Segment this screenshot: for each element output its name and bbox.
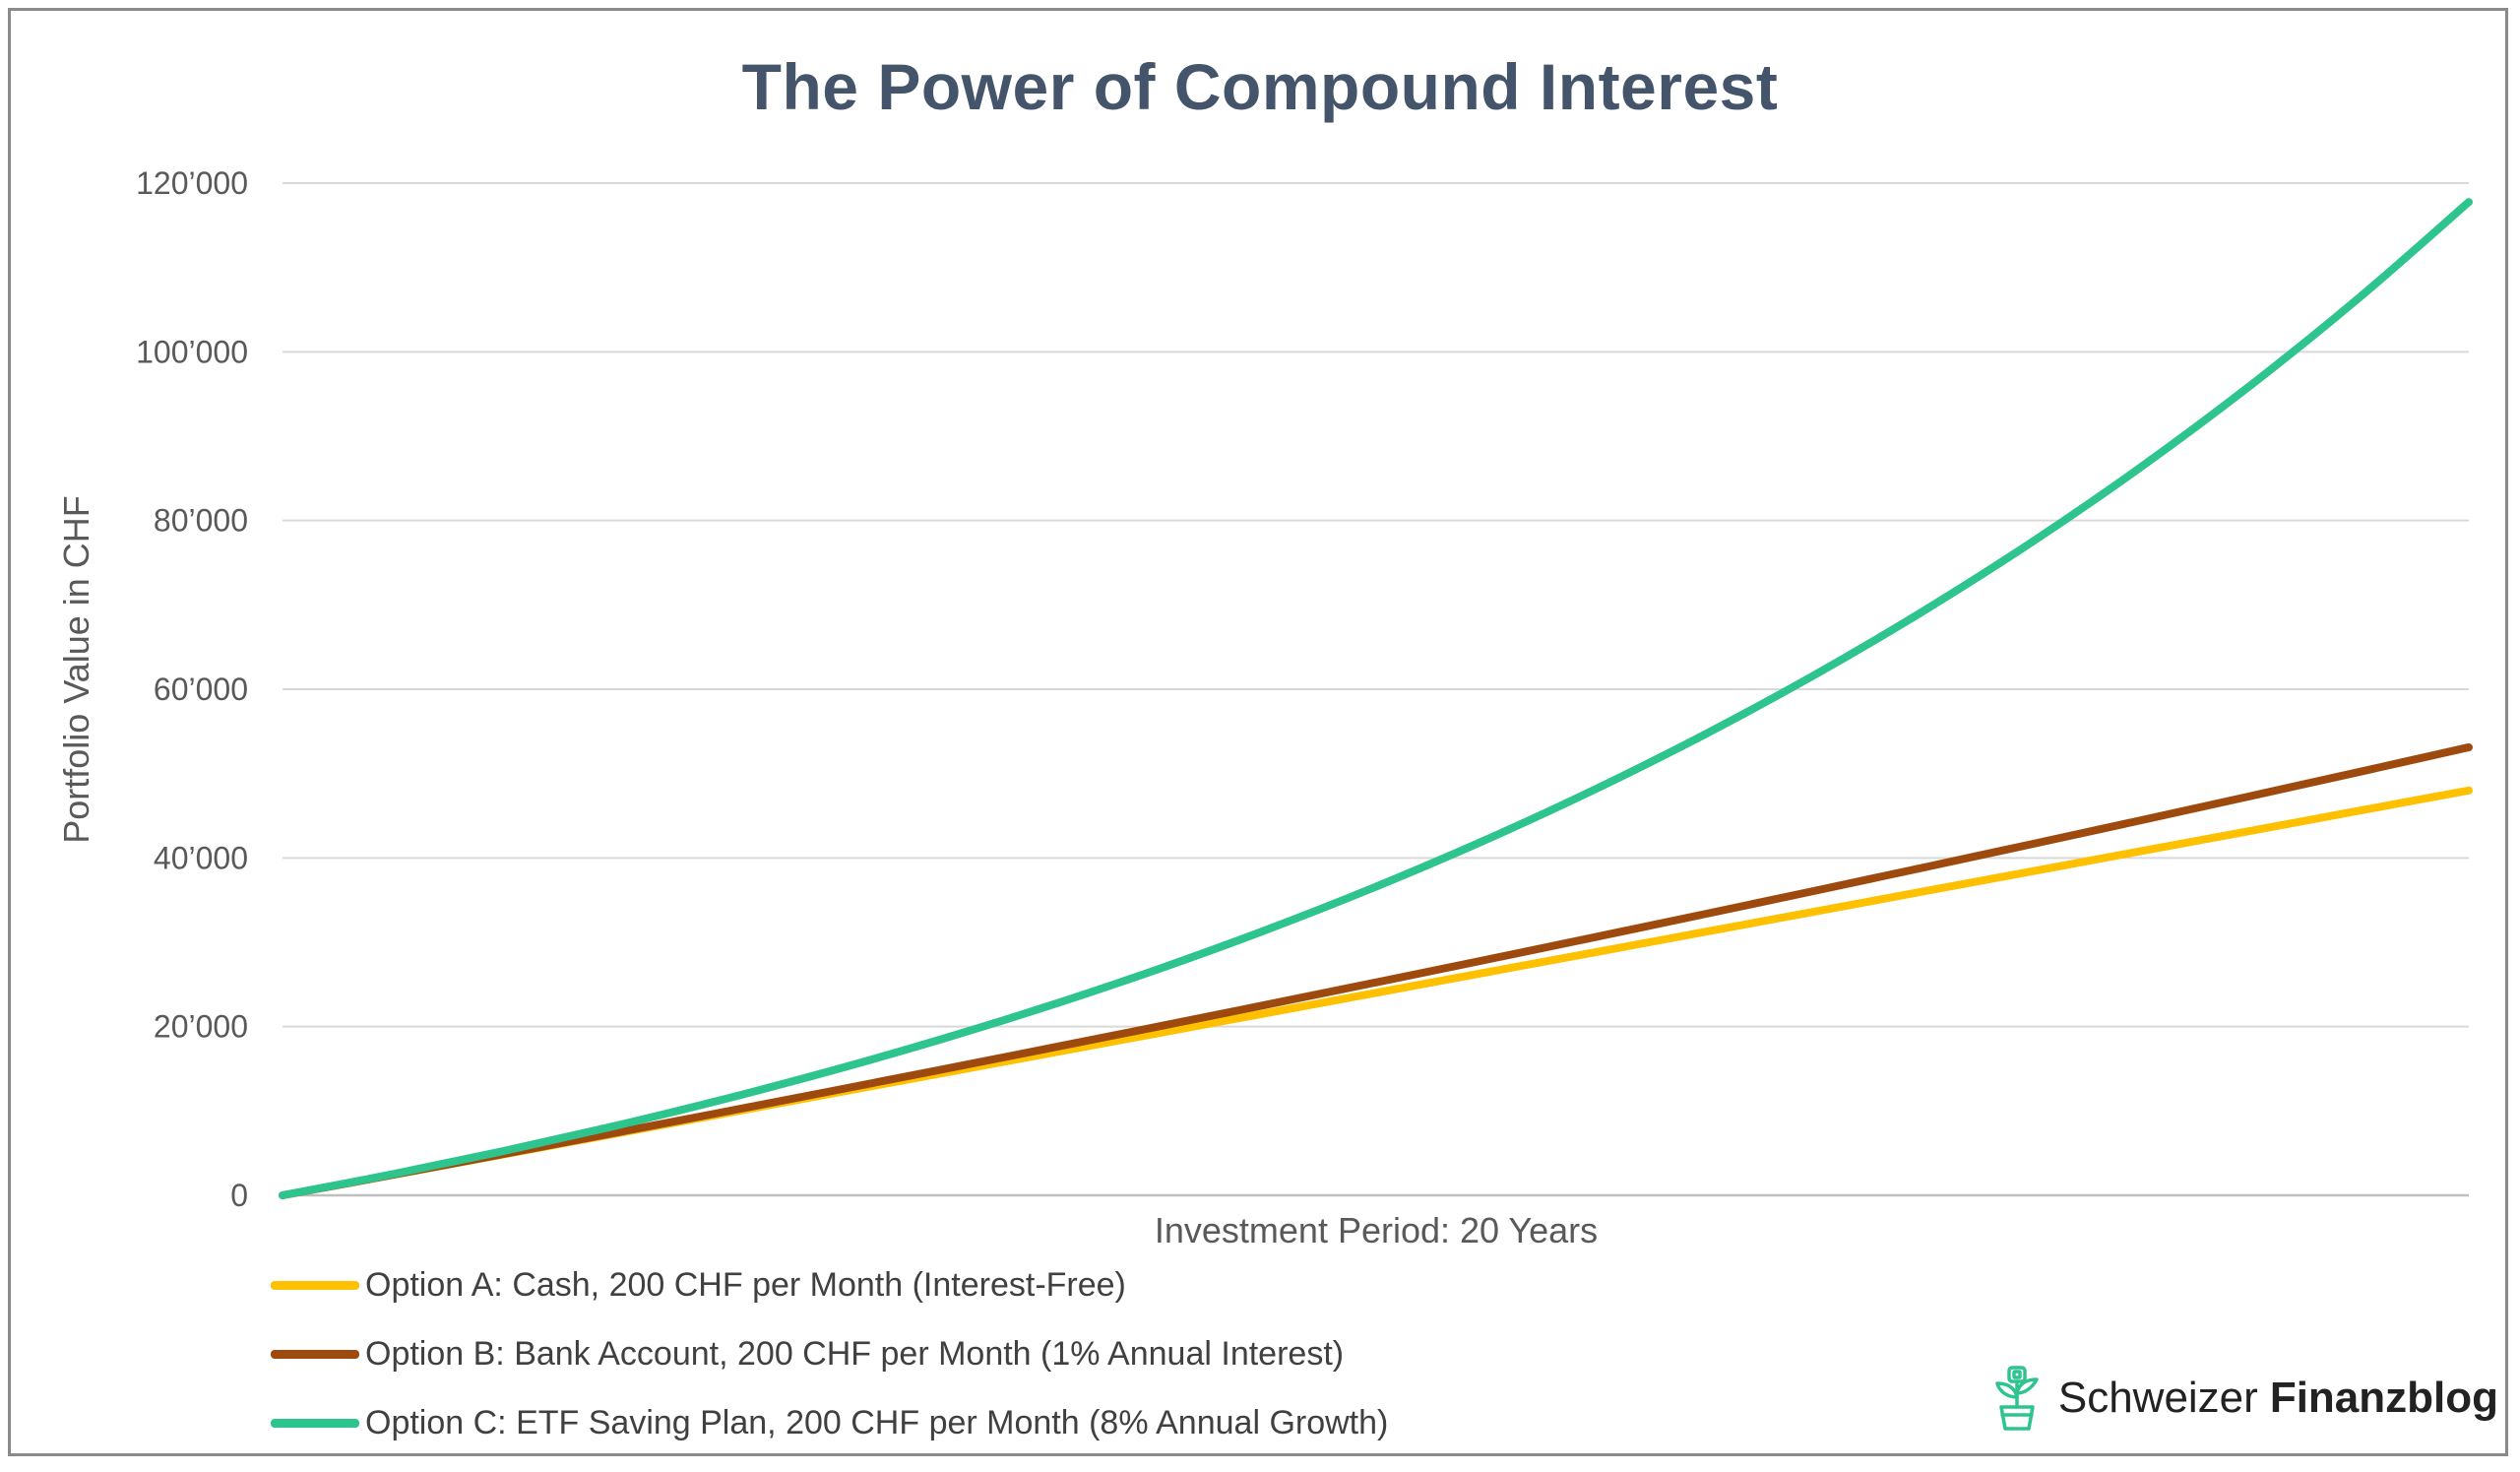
- y-axis-title: Portfolio Value in CHF: [56, 495, 96, 843]
- legend-swatch: [271, 1418, 359, 1428]
- legend-label: Option A: Cash, 200 CHF per Month (Inter…: [365, 1265, 1126, 1304]
- chart-title: The Power of Compound Interest: [741, 50, 1779, 123]
- y-tick-label: 80’000: [154, 503, 248, 539]
- y-tick-label: 20’000: [154, 1009, 248, 1045]
- y-tick-label: 120’000: [136, 165, 248, 201]
- y-tick-labels: 0 20’000 40’000 60’000 80’000 100’000 120’000: [136, 165, 248, 1213]
- legend-label: Option B: Bank Account, 200 CHF per Mont…: [365, 1334, 1345, 1373]
- legend-label: Option C: ETF Saving Plan, 200 CHF per M…: [365, 1403, 1389, 1441]
- series-lines: [279, 198, 2473, 1199]
- y-tick-label: 60’000: [154, 672, 248, 707]
- legend-item-option-a[interactable]: Option A: Cash, 200 CHF per Month (Inter…: [271, 1265, 1388, 1305]
- gridlines: [283, 182, 2469, 1197]
- brand-name-bold: Finanzblog: [2269, 1374, 2498, 1422]
- y-tick-label: 40’000: [154, 840, 248, 875]
- legend-item-option-c[interactable]: Option C: ETF Saving Plan, 200 CHF per M…: [271, 1403, 1388, 1442]
- y-tick-label: 100’000: [136, 334, 248, 369]
- plant-pot-icon: [1995, 1366, 2039, 1431]
- x-axis-title: Investment Period: 20 Years: [1155, 1210, 1598, 1250]
- series-line-option-b[interactable]: [279, 742, 2473, 1199]
- chart-frame: [8, 8, 2508, 1456]
- legend-swatch: [271, 1349, 359, 1359]
- legend-swatch: [271, 1280, 359, 1290]
- brand-logo: Schweizer Finanzblog: [1989, 1364, 2498, 1433]
- legend: Option A: Cash, 200 CHF per Month (Inter…: [271, 1265, 1388, 1472]
- series-line-option-c[interactable]: [279, 198, 2473, 1199]
- y-tick-label: 0: [230, 1178, 248, 1213]
- brand-name-regular: Schweizer: [2057, 1374, 2258, 1422]
- legend-item-option-b[interactable]: Option B: Bank Account, 200 CHF per Mont…: [271, 1334, 1388, 1374]
